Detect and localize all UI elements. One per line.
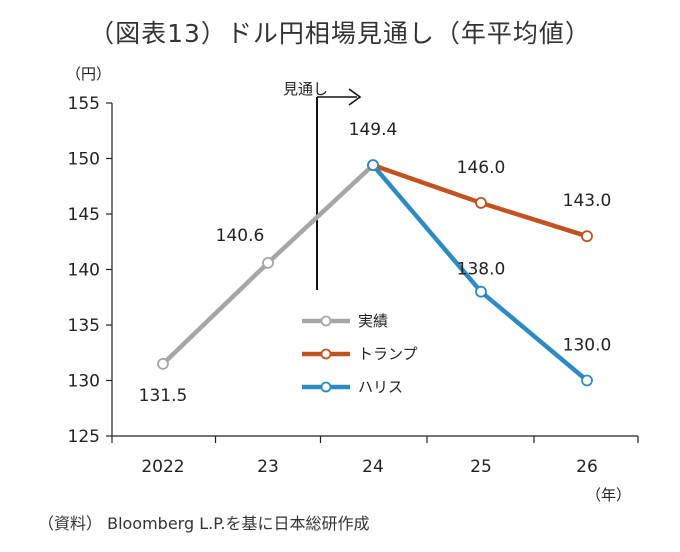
x-tick-label: 25 bbox=[470, 457, 492, 477]
x-unit-label: （年） bbox=[586, 486, 631, 504]
x-tick-label: 24 bbox=[362, 457, 384, 477]
data-label: 146.0 bbox=[457, 158, 506, 178]
forecast-label: 見通し bbox=[283, 80, 328, 98]
legend-swatch-marker bbox=[320, 348, 332, 360]
y-tick-label: 130 bbox=[68, 372, 100, 392]
data-label: 140.6 bbox=[216, 226, 265, 246]
series-points bbox=[157, 159, 593, 387]
y-tick-label: 125 bbox=[68, 427, 100, 447]
data-label: 138.0 bbox=[457, 260, 506, 280]
chart-title: （図表13）ドル円相場見通し（年平均値） bbox=[89, 19, 591, 48]
x-tick-label: 23 bbox=[257, 457, 279, 477]
legend-entry-label: ハリス bbox=[358, 378, 403, 396]
data-point bbox=[262, 256, 274, 269]
y-tick-label: 135 bbox=[68, 316, 100, 336]
source-note: （資料） Bloomberg L.P.を基に日本総研作成 bbox=[38, 514, 370, 533]
data-label: 131.5 bbox=[139, 386, 188, 406]
y-tick-label: 145 bbox=[68, 205, 100, 225]
data-point bbox=[367, 159, 379, 172]
data-point bbox=[475, 196, 487, 209]
data-point bbox=[157, 357, 169, 370]
legend-entry-label: トランプ bbox=[358, 345, 418, 363]
data-point bbox=[581, 374, 593, 387]
y-unit-label: （円） bbox=[66, 65, 111, 83]
x-tick-label: 2022 bbox=[141, 457, 184, 477]
data-labels: 131.5 140.6 149.4 146.0 143.0 138.0 130.0 bbox=[139, 120, 612, 406]
data-label: 143.0 bbox=[563, 191, 612, 211]
y-tick-label: 140 bbox=[68, 261, 100, 281]
legend-swatch-marker bbox=[320, 381, 332, 393]
y-tick-label: 155 bbox=[68, 94, 100, 114]
forecast-marker: 見通し bbox=[283, 80, 362, 290]
axes: 125 130 135 140 145 150 155 2022 23 24 25 26 （円） （年） bbox=[66, 65, 639, 504]
data-label: 130.0 bbox=[563, 336, 612, 356]
forecast-arrow-head bbox=[348, 88, 362, 106]
data-label: 149.4 bbox=[349, 120, 398, 140]
data-point bbox=[581, 230, 593, 243]
y-tick-label: 150 bbox=[68, 150, 100, 170]
data-point bbox=[475, 285, 487, 298]
legend-swatch-marker bbox=[320, 315, 332, 327]
legend-entry-label: 実績 bbox=[358, 312, 388, 330]
x-tick-label: 26 bbox=[576, 457, 598, 477]
